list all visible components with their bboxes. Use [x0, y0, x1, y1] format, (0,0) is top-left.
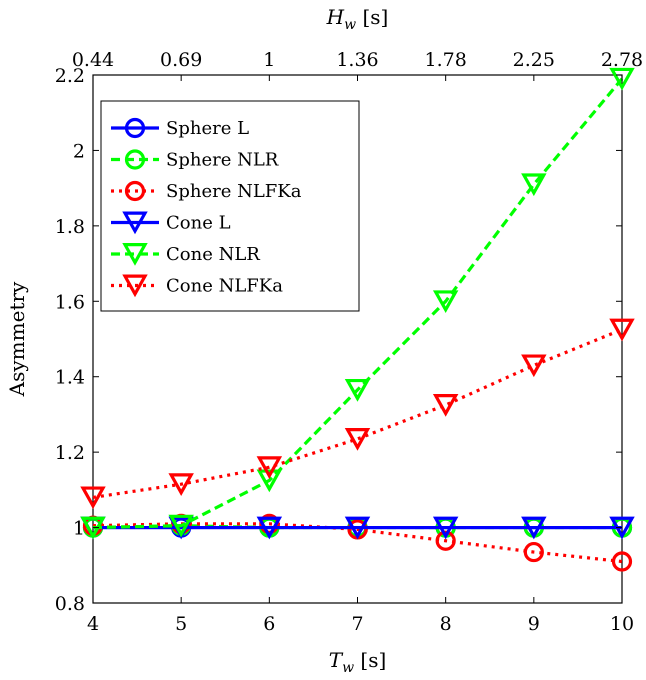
- data-point: [344, 427, 371, 451]
- legend-marker: [124, 149, 146, 170]
- data-point: [521, 354, 547, 378]
- top-tick-label: 1.78: [425, 49, 467, 71]
- legend-marker: [124, 117, 146, 139]
- legend-item: Sphere NLFKa: [111, 180, 302, 202]
- top-tick-label: 2.25: [513, 49, 555, 71]
- top-axis-label: Hw [s]: [326, 5, 389, 33]
- legend-item: Cone NLFKa: [111, 274, 283, 298]
- legend-label: Sphere NLR: [166, 150, 279, 171]
- data-point: [168, 473, 194, 496]
- y-tick-label: 0.8: [55, 593, 85, 615]
- legend-label: Cone NLR: [166, 244, 260, 265]
- data-point: [344, 516, 371, 540]
- legend-label: Sphere L: [166, 118, 249, 139]
- y-tick-label: 1.2: [55, 442, 85, 464]
- legend-label: Cone NLFKa: [166, 276, 283, 297]
- data-point: [256, 456, 283, 480]
- data-point: [168, 514, 194, 538]
- axes-layer: 4 0.44 5 0.69 6 1 7 1.36 8 1.78 9 2.25 10 2.78 0.8 1 1.2…: [5, 5, 643, 676]
- data-point: [256, 469, 283, 493]
- legend-marker: [122, 274, 148, 298]
- x-tick-label: 9: [528, 613, 540, 635]
- series-line: [92, 77, 624, 530]
- data-point: [435, 530, 456, 551]
- x-tick-label: 8: [440, 613, 452, 635]
- series-line: [92, 522, 623, 564]
- data-point: [432, 290, 459, 314]
- x-tick-label: 7: [351, 613, 363, 635]
- top-tick-label: 1.36: [336, 49, 378, 71]
- legend-label: Sphere NLFKa: [166, 181, 302, 202]
- legend-item: Cone L: [111, 211, 231, 235]
- legend-marker: [122, 243, 148, 266]
- legend-box: [100, 100, 360, 312]
- data-point: [521, 516, 547, 540]
- y-tick-label: 1.6: [55, 291, 85, 313]
- x-tick-label: 6: [263, 613, 275, 635]
- x-tick-label: 4: [87, 613, 99, 635]
- y-tick-label: 1.8: [55, 216, 85, 238]
- legend-marker: [124, 180, 146, 202]
- legend-label: Cone L: [166, 213, 231, 234]
- data-point: [609, 67, 635, 91]
- data-point: [611, 551, 633, 572]
- legend-item: Sphere NLR: [111, 149, 279, 171]
- legend-item: Sphere L: [111, 117, 249, 139]
- x-tick-label: 10: [610, 613, 634, 635]
- series-sphere-nlfka: [82, 513, 633, 572]
- y-axis-label: Asymmetry: [5, 281, 29, 397]
- legend-item: Cone NLR: [111, 243, 260, 266]
- x-axis-label: Tw [s]: [329, 648, 387, 676]
- data-point: [80, 486, 106, 510]
- y-tick-label: 1: [73, 518, 85, 540]
- top-tick-label: 2.78: [601, 49, 643, 71]
- data-point: [609, 318, 635, 342]
- series-line: [92, 328, 623, 499]
- data-point: [523, 541, 544, 563]
- y-tick-label: 2.2: [55, 65, 85, 87]
- data-point: [432, 516, 459, 540]
- data-point: [256, 516, 283, 540]
- series-cone-nlfka: [80, 318, 635, 510]
- y-tick-label: 1.4: [55, 367, 85, 389]
- series-layer: [80, 67, 635, 572]
- top-tick-label: 0.44: [72, 49, 114, 71]
- data-point: [344, 378, 371, 402]
- x-tick-label: 5: [175, 613, 187, 635]
- data-point: [432, 394, 459, 417]
- y-tick-label: 2: [73, 140, 85, 162]
- data-point: [521, 173, 547, 197]
- legend-marker: [122, 211, 148, 235]
- top-tick-label: 0.69: [160, 49, 202, 71]
- top-tick-label: 1: [263, 49, 275, 71]
- legend: Sphere L Sphere NLR Sphere NLFKa Cone L Cone…: [100, 100, 360, 312]
